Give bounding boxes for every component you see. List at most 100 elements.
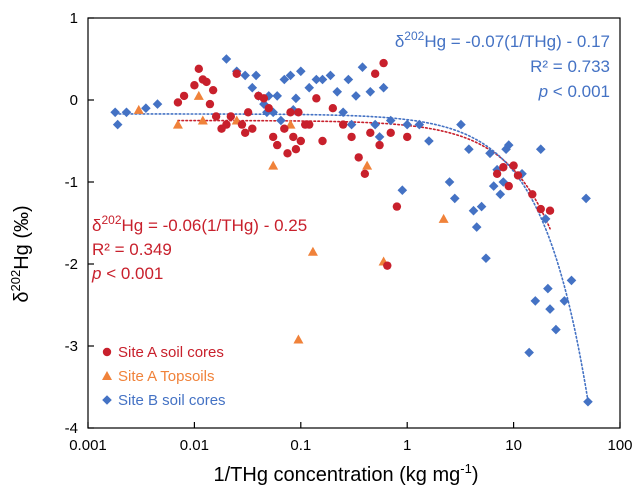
data-point	[499, 163, 508, 172]
data-point	[402, 119, 412, 130]
data-point	[414, 119, 425, 130]
data-point	[172, 119, 183, 129]
equation-site-a: δ202Hg = -0.06(1/THg) - 0.25 R² = 0.349 …	[91, 213, 307, 283]
data-point	[226, 112, 236, 121]
data-point	[338, 107, 348, 118]
data-point	[141, 103, 151, 113]
data-point	[251, 70, 261, 81]
data-point	[444, 177, 455, 187]
series-circle-points	[173, 58, 555, 270]
data-point	[385, 115, 396, 126]
data-point	[296, 136, 305, 146]
data-point	[347, 132, 356, 142]
data-point	[559, 296, 570, 306]
data-point	[263, 91, 274, 101]
data-point	[365, 87, 376, 97]
data-point	[240, 128, 250, 137]
data-point	[307, 246, 318, 256]
equation-site-b-p: p < 0.001	[538, 82, 610, 101]
data-point	[247, 82, 258, 93]
data-point	[375, 140, 384, 150]
data-point	[386, 128, 395, 137]
data-point	[354, 153, 363, 162]
data-point	[205, 99, 215, 109]
data-point	[566, 275, 577, 286]
y-tick-label: -2	[65, 256, 78, 273]
legend-marker	[102, 347, 112, 357]
data-point	[304, 82, 315, 93]
data-point	[259, 94, 269, 103]
x-tick-label: 100	[607, 437, 632, 454]
data-point	[528, 190, 537, 199]
data-point	[343, 74, 354, 85]
data-point	[202, 77, 211, 87]
data-point	[121, 107, 132, 118]
data-point	[272, 140, 282, 150]
equation-site-a-formula: δ202Hg = -0.06(1/THg) - 0.25	[92, 213, 307, 235]
data-point	[481, 253, 491, 264]
axes: -4 -3 -2 -1 0 1 0.001 0.01 0.1 1 10 100	[65, 10, 633, 454]
data-point	[438, 213, 449, 223]
data-point	[504, 181, 513, 191]
data-point	[379, 58, 388, 68]
x-tick-label: 0.01	[180, 437, 209, 454]
data-point	[272, 91, 282, 101]
data-point	[492, 169, 502, 178]
data-point	[488, 181, 499, 191]
plot-frame	[87, 17, 621, 429]
data-point	[133, 104, 144, 114]
x-tick-label: 10	[505, 437, 522, 454]
data-point	[464, 144, 474, 154]
data-point	[535, 144, 546, 154]
y-tick-label: 1	[70, 10, 78, 27]
data-point	[392, 202, 402, 211]
data-point	[403, 132, 412, 142]
data-point	[286, 108, 295, 117]
data-point	[248, 124, 257, 133]
data-point	[540, 214, 551, 224]
data-point	[264, 104, 273, 113]
data-point	[211, 112, 221, 121]
y-tick-label: -1	[65, 174, 78, 191]
data-point	[318, 136, 327, 146]
data-point	[378, 82, 389, 93]
data-point	[312, 94, 321, 103]
data-point	[268, 132, 278, 142]
data-point	[383, 261, 392, 270]
data-point	[262, 107, 272, 118]
data-point	[456, 119, 466, 130]
data-point	[476, 201, 487, 212]
x-tick-label: 1	[403, 437, 411, 454]
data-point	[221, 54, 232, 64]
data-point	[513, 171, 523, 180]
data-point	[325, 70, 336, 81]
data-point	[495, 189, 506, 200]
data-point	[503, 140, 514, 150]
data-point	[279, 74, 290, 85]
legend: Site A soil cores Site A Topsoils Site B s…	[102, 344, 226, 409]
data-point	[179, 91, 189, 101]
data-point	[524, 347, 534, 358]
legend-label: Site A Topsoils	[118, 368, 214, 385]
data-point	[346, 119, 357, 130]
data-point	[424, 136, 434, 146]
data-point	[501, 144, 511, 154]
data-point	[517, 169, 527, 179]
x-axis-title: 1/THg concentration (kg mg-1)	[213, 461, 478, 486]
data-point	[190, 81, 199, 90]
data-point	[485, 148, 495, 159]
data-point	[276, 115, 286, 126]
y-axis-title: δ202Hg (‰)	[8, 205, 33, 302]
data-point	[173, 98, 183, 107]
data-point	[240, 70, 250, 81]
data-point	[311, 74, 322, 85]
data-point	[112, 119, 123, 130]
data-point	[374, 132, 385, 142]
data-point	[357, 62, 368, 72]
equation-site-a-r2: R² = 0.349	[92, 240, 172, 259]
data-point	[351, 91, 361, 101]
equation-site-a-p: p < 0.001	[91, 264, 163, 283]
data-point	[581, 193, 591, 204]
equation-site-b-formula: δ202Hg = -0.07(1/THg) - 0.17	[395, 29, 610, 51]
